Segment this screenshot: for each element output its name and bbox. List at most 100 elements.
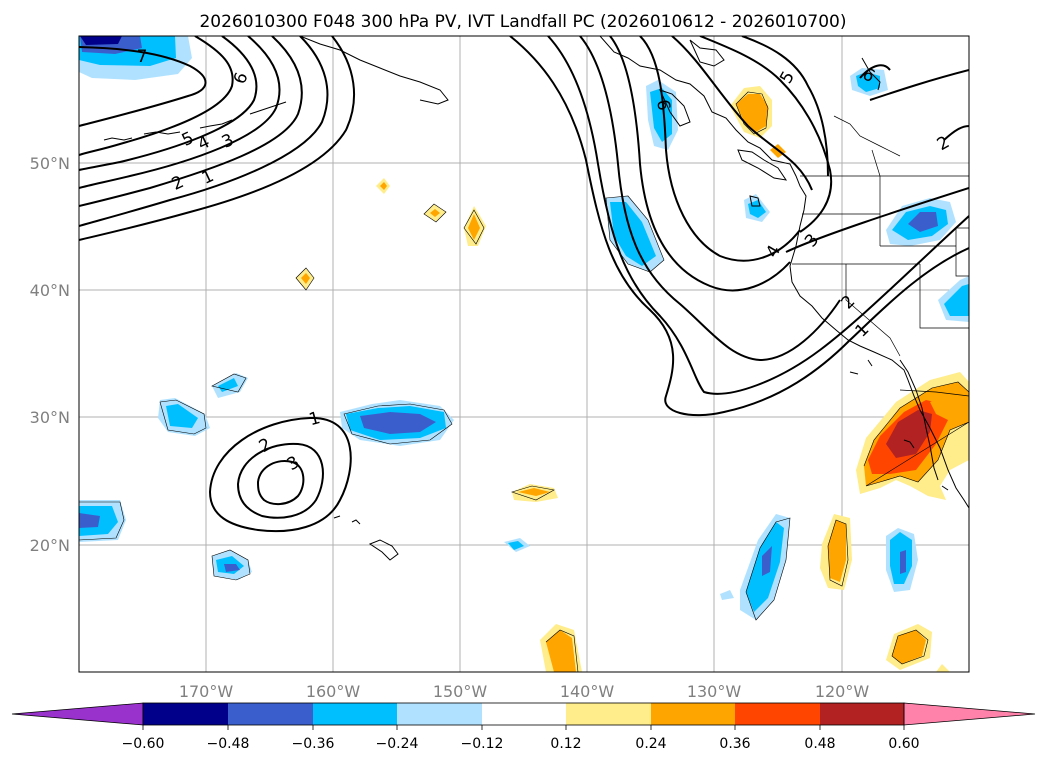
- border: [833, 115, 901, 157]
- pv-contour: [208, 416, 352, 533]
- colorbar-tick-label: 0.12: [550, 736, 581, 752]
- map-panel: 7 6 5 4 3 2 1 6 5 4 3 2 1 1 2 3 6 2: [79, 36, 969, 672]
- colorbar-tick-label: 0.24: [635, 736, 666, 752]
- anomaly-patch: [610, 202, 656, 266]
- colorbar-segment: [143, 703, 228, 725]
- colorbar-segment: [820, 703, 904, 725]
- anomaly-patch: [892, 630, 926, 664]
- pv-contour: [256, 460, 305, 506]
- coastline: [103, 137, 133, 141]
- longitude-labels: 170°W 160°W 150°W 140°W 130°W 120°W: [179, 682, 870, 701]
- contour-label: 7: [137, 47, 148, 67]
- colorbar-segment: [482, 703, 566, 725]
- anomaly-patch: [546, 630, 576, 672]
- colorbar-segment: [313, 703, 397, 725]
- lat-label-40n: 40°N: [30, 281, 70, 300]
- contour-label: 6: [652, 98, 674, 112]
- map-frame: [78, 35, 970, 673]
- pv-contour: [859, 64, 891, 79]
- colorbar-tick-label: 0.60: [888, 736, 919, 752]
- lat-label-30n: 30°N: [30, 408, 70, 427]
- anomaly-patch: [720, 590, 734, 600]
- lon-label-150w: 150°W: [433, 682, 488, 701]
- border: [955, 228, 969, 277]
- colorbar-tick-label: 0.48: [804, 736, 835, 752]
- anomaly-patch: [748, 200, 766, 218]
- colorbar-tick-label: −0.36: [292, 736, 335, 752]
- coastline: [749, 195, 761, 207]
- anomaly-patch: [79, 513, 100, 528]
- anomaly-patch: [900, 550, 906, 574]
- positive-ivt-anomalies: [296, 86, 969, 672]
- border: [919, 264, 969, 329]
- lon-label-120w: 120°W: [815, 682, 870, 701]
- colorbar-tick-label: −0.12: [461, 736, 504, 752]
- border: [871, 149, 881, 177]
- pv-contour: [547, 36, 969, 395]
- anomaly-patch: [468, 214, 480, 240]
- latitude-labels: 50°N 40°N 30°N 20°N: [30, 154, 70, 555]
- lat-label-50n: 50°N: [30, 154, 70, 173]
- pv-contour: [943, 125, 969, 141]
- contour-label: 1: [307, 408, 323, 430]
- lon-label-140w: 140°W: [560, 682, 615, 701]
- coastline: [849, 371, 859, 375]
- colorbar-tick-label: −0.24: [376, 736, 419, 752]
- colorbar: −0.60 −0.48 −0.36 −0.24 −0.12 0.12 0.24 …: [11, 702, 1036, 752]
- political-borders: [792, 115, 969, 397]
- coastline: [903, 439, 915, 449]
- anomaly-patch: [762, 546, 772, 576]
- pv-contour: [79, 36, 329, 227]
- anomaly-patch: [380, 182, 387, 190]
- negative-ivt-anomalies: [79, 36, 969, 620]
- anomaly-patch: [944, 284, 969, 316]
- pv-contour: [236, 442, 324, 519]
- coastline: [199, 119, 233, 129]
- colorbar-segment: [397, 703, 482, 725]
- colorbar-segment: [566, 703, 651, 725]
- colorbar-extend-low: [11, 702, 144, 726]
- coastline: [867, 359, 873, 367]
- colorbar-segment: [651, 703, 735, 725]
- colorbar-ticks: [142, 725, 905, 730]
- anomaly-patch: [80, 36, 122, 45]
- anomaly-patch: [650, 88, 672, 142]
- pv-contour: [79, 36, 356, 241]
- chart-title: 2026010300 F048 300 hPa PV, IVT Landfall…: [199, 12, 846, 32]
- colorbar-segment: [228, 703, 313, 725]
- pv-contour: [639, 36, 801, 262]
- anomaly-patch: [224, 564, 240, 572]
- pv-contour: [741, 36, 829, 177]
- coastline: [299, 36, 449, 105]
- colorbar-extend-high: [903, 702, 1036, 726]
- pv-contour: [671, 36, 813, 191]
- anomaly-patch: [508, 541, 524, 550]
- pv-contour: [509, 36, 969, 417]
- anomaly-patch: [736, 94, 768, 132]
- coastline: [143, 131, 181, 135]
- pv-contour: [79, 36, 258, 171]
- anomaly-patch: [886, 410, 932, 458]
- anomaly-patch: [301, 273, 310, 284]
- coastline: [899, 359, 939, 481]
- pv-contour: [579, 36, 841, 362]
- anomaly-patch: [828, 520, 846, 582]
- anomaly-patch: [166, 404, 198, 428]
- colorbar-tick-label: −0.60: [122, 736, 165, 752]
- pv-contour: [699, 36, 833, 233]
- pv-contour: [869, 69, 969, 101]
- coastline: [689, 39, 725, 67]
- coastline: [368, 539, 399, 561]
- border: [899, 389, 969, 397]
- lat-label-20n: 20°N: [30, 536, 70, 555]
- lon-label-170w: 170°W: [179, 682, 234, 701]
- coastlines: [103, 36, 969, 561]
- pv-contour: [79, 36, 303, 207]
- coastline: [941, 485, 949, 491]
- anomaly-patch: [908, 212, 938, 232]
- pv-contour: [79, 46, 207, 127]
- coastline: [351, 519, 361, 525]
- coastline: [333, 515, 341, 519]
- coastline: [659, 89, 691, 127]
